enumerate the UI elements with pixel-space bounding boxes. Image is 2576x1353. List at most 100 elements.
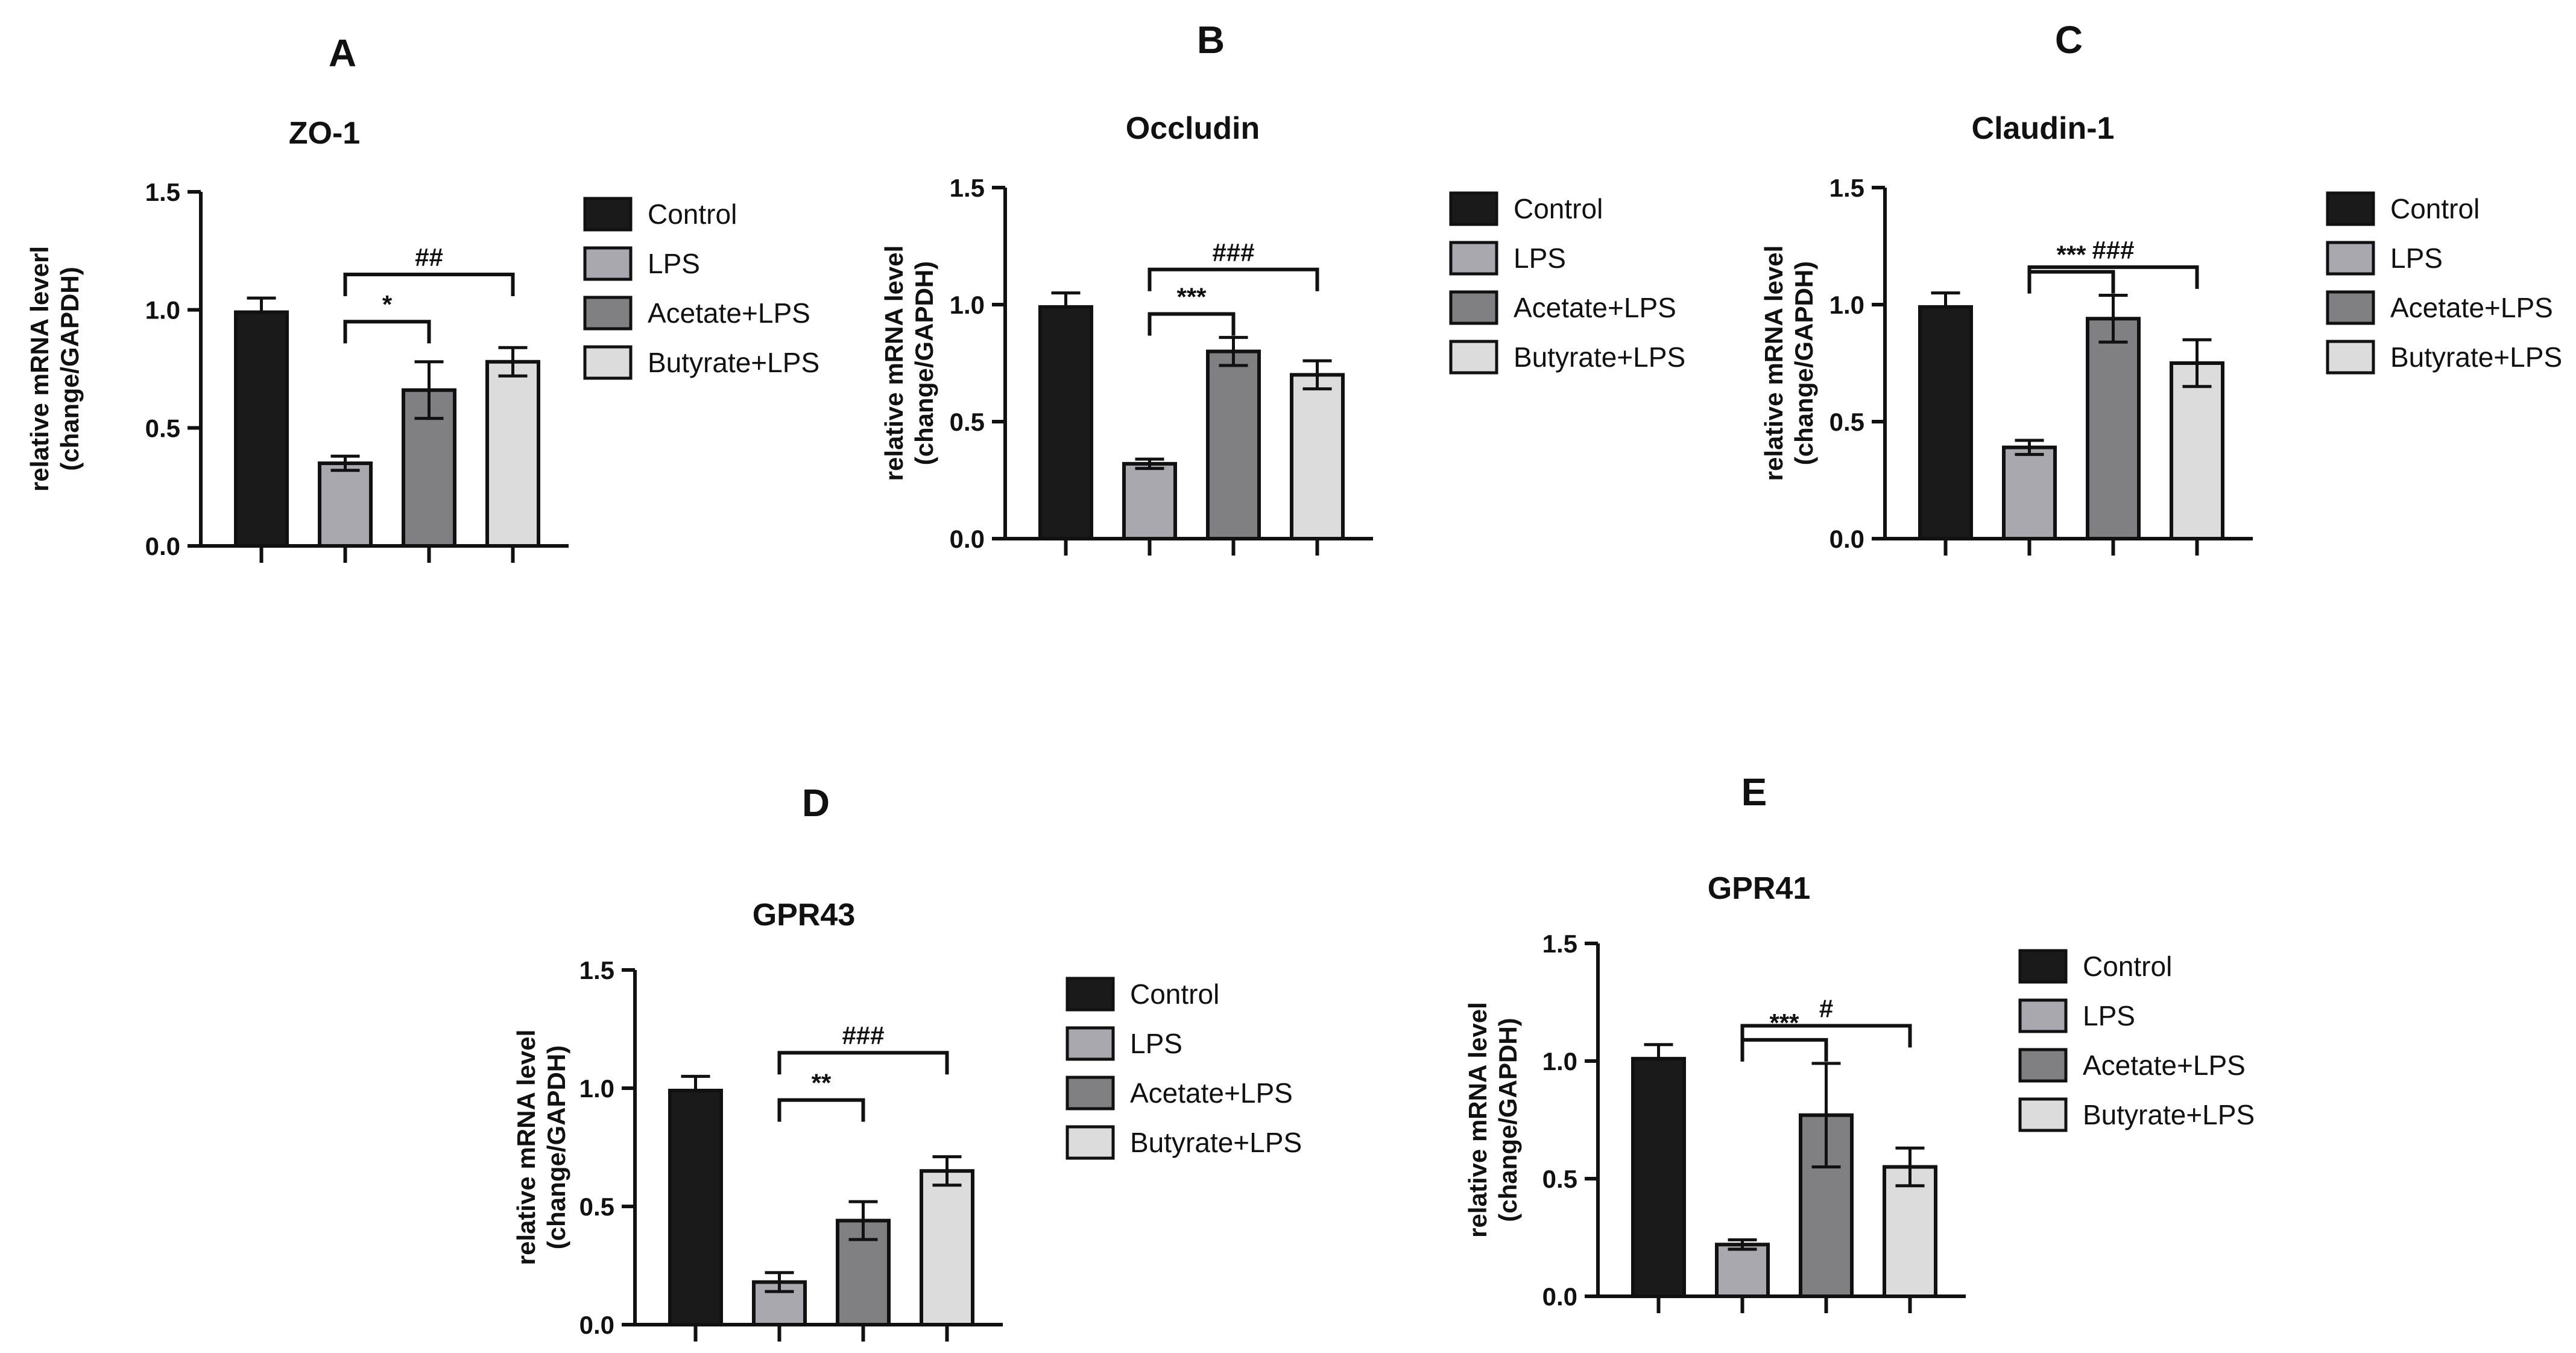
y-axis-label: relative mRNA level (880, 246, 908, 481)
legend-swatch (583, 246, 633, 281)
significance-bracket (343, 272, 515, 296)
legend: Control LPS Acetate+LPS Butyrate+LPS (2018, 949, 2255, 1132)
legend-swatch (2018, 1048, 2068, 1083)
legend-label: Acetate+LPS (1514, 292, 1676, 323)
y-tick-label: 1.5 (1542, 930, 1577, 958)
legend-label: Acetate+LPS (2083, 1050, 2246, 1081)
legend-swatch (2018, 949, 2068, 984)
legend-label: Acetate+LPS (1130, 1077, 1293, 1109)
y-tick-label: 0.5 (145, 414, 180, 442)
legend-label: LPS (1130, 1028, 1182, 1059)
y-axis-label: relative mRNA level (512, 1030, 540, 1266)
panel-label: B (1197, 18, 1225, 62)
y-tick-label: 0.5 (950, 408, 985, 436)
legend-label: Butyrate+LPS (2390, 341, 2562, 373)
panel-D: D GPR43 relative mRNA level (change/GAPDH) 0… (512, 781, 1302, 1342)
legend-label: Butyrate+LPS (2083, 1099, 2255, 1130)
legend: Control LPS Acetate+LPS Butyrate+LPS (1449, 191, 1685, 375)
y-tick-label: 1.0 (145, 296, 180, 325)
bar-acetate-lps (1206, 349, 1261, 540)
significance-bracket (1148, 312, 1236, 336)
y-tick-label: 0.5 (579, 1193, 614, 1221)
legend-swatch (2018, 1097, 2068, 1132)
y-axis-label-sub: (change/GAPDH) (1790, 261, 1818, 465)
y-tick-label: 0.0 (950, 525, 985, 553)
y-tick-label: 1.5 (579, 956, 614, 984)
significance-bracket (1148, 267, 1319, 291)
legend-swatch (583, 197, 633, 232)
y-tick-label: 1.5 (950, 174, 985, 202)
significance-label: * (382, 290, 393, 318)
significance-label: ** (812, 1069, 832, 1097)
significance-label: # (1819, 995, 1833, 1023)
legend-label: Butyrate+LPS (648, 347, 819, 378)
panel-label: D (802, 781, 830, 825)
legend-label: Control (1514, 193, 1603, 224)
panel-label: E (1741, 770, 1767, 814)
legend-swatch (2326, 241, 2375, 276)
legend-swatch (2326, 340, 2375, 375)
y-axis-label-sub: (change/GAPDH) (542, 1045, 570, 1249)
y-axis-label: relative mRNA leverl (25, 246, 54, 492)
y-tick-label: 1.0 (950, 291, 985, 319)
legend: Control LPS Acetate+LPS Butyrate+LPS (2326, 191, 2562, 375)
bar-acetate-lps (402, 388, 456, 548)
significance-bracket (777, 1051, 949, 1075)
chart-title: GPR41 (1708, 871, 1811, 906)
y-axis-label-sub: (change/GAPDH) (910, 261, 938, 465)
y-tick-label: 0.0 (145, 532, 180, 560)
legend-swatch (2018, 998, 2068, 1033)
significance-bracket (343, 320, 431, 344)
panel-label: C (2055, 18, 2083, 62)
y-tick-label: 1.0 (1829, 291, 1864, 319)
legend-swatch (1065, 1125, 1115, 1160)
legend-label: Acetate+LPS (2390, 292, 2553, 323)
legend-label: Control (648, 198, 737, 230)
y-tick-label: 0.0 (1542, 1282, 1577, 1311)
y-tick-label: 0.0 (1829, 525, 1864, 553)
significance-bracket (1740, 1038, 1828, 1062)
bar-control (1918, 305, 1973, 540)
legend-swatch (2326, 290, 2375, 325)
bar-butyrate-lps (485, 360, 540, 548)
legend-swatch (2326, 191, 2375, 226)
legend-label: LPS (648, 248, 700, 279)
significance-label: ## (415, 243, 443, 271)
legend-swatch (1449, 340, 1498, 375)
legend-label: Acetate+LPS (648, 297, 810, 329)
panel-B: B Occludin relative mRNA level (change/GAPD… (880, 18, 1685, 556)
legend-swatch (1449, 290, 1498, 325)
bar-lps (318, 461, 373, 548)
legend-swatch (1065, 977, 1115, 1012)
y-tick-label: 0.0 (579, 1311, 614, 1339)
chart-title: Occludin (1126, 111, 1260, 146)
significance-label: ### (2092, 236, 2134, 264)
legend-swatch (1449, 241, 1498, 276)
bar-butyrate-lps (920, 1169, 974, 1326)
y-tick-label: 1.5 (1829, 174, 1864, 202)
legend: Control LPS Acetate+LPS Butyrate+LPS (1065, 977, 1302, 1160)
panel-C: C Claudin-1 relative mRNA level (change/GAP… (1760, 18, 2562, 556)
legend-label: LPS (1514, 242, 1566, 274)
legend-swatch (1065, 1026, 1115, 1061)
bar-control (668, 1088, 723, 1327)
legend-label: Butyrate+LPS (1514, 341, 1685, 373)
significance-bracket (777, 1098, 865, 1122)
significance-bracket (2027, 265, 2199, 289)
chart-title: ZO-1 (289, 116, 360, 151)
significance-label: *** (2056, 241, 2086, 269)
legend: Control LPS Acetate+LPS Butyrate+LPS (583, 197, 819, 380)
legend-label: Control (1130, 978, 1219, 1010)
y-tick-label: 1.0 (1542, 1047, 1577, 1076)
legend-swatch (583, 345, 633, 380)
significance-label: *** (1769, 1009, 1799, 1037)
y-axis-label-sub: (change/GAPDH) (1494, 1018, 1522, 1222)
y-tick-label: 0.5 (1829, 408, 1864, 436)
y-axis-label-sub: (change/GAPDH) (55, 267, 84, 471)
y-axis-label: relative mRNA level (1463, 1002, 1492, 1238)
significance-label: *** (1176, 283, 1207, 311)
bar-acetate-lps (2086, 317, 2141, 541)
legend-label: Control (2390, 193, 2480, 224)
y-axis-label: relative mRNA level (1760, 246, 1788, 481)
y-tick-label: 1.5 (145, 178, 180, 206)
